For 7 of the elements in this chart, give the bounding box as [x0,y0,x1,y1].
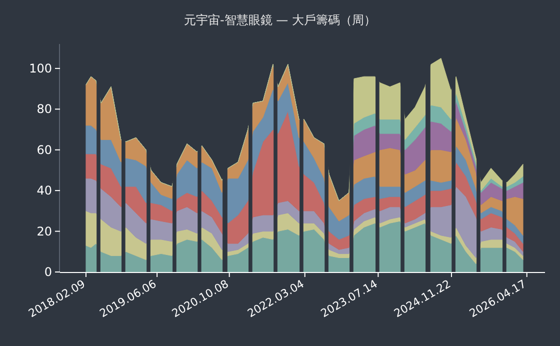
y-tick-label: 60 [36,142,52,157]
y-tick-label: 20 [36,224,52,238]
y-tick-label: 0 [44,265,52,279]
chart-title: 元宇宙-智慧眼鏡 — 大戶籌碼（周） [184,13,376,27]
y-tick-label: 100 [29,61,52,76]
y-tick-label: 80 [36,102,52,116]
y-tick-label: 40 [36,184,52,198]
